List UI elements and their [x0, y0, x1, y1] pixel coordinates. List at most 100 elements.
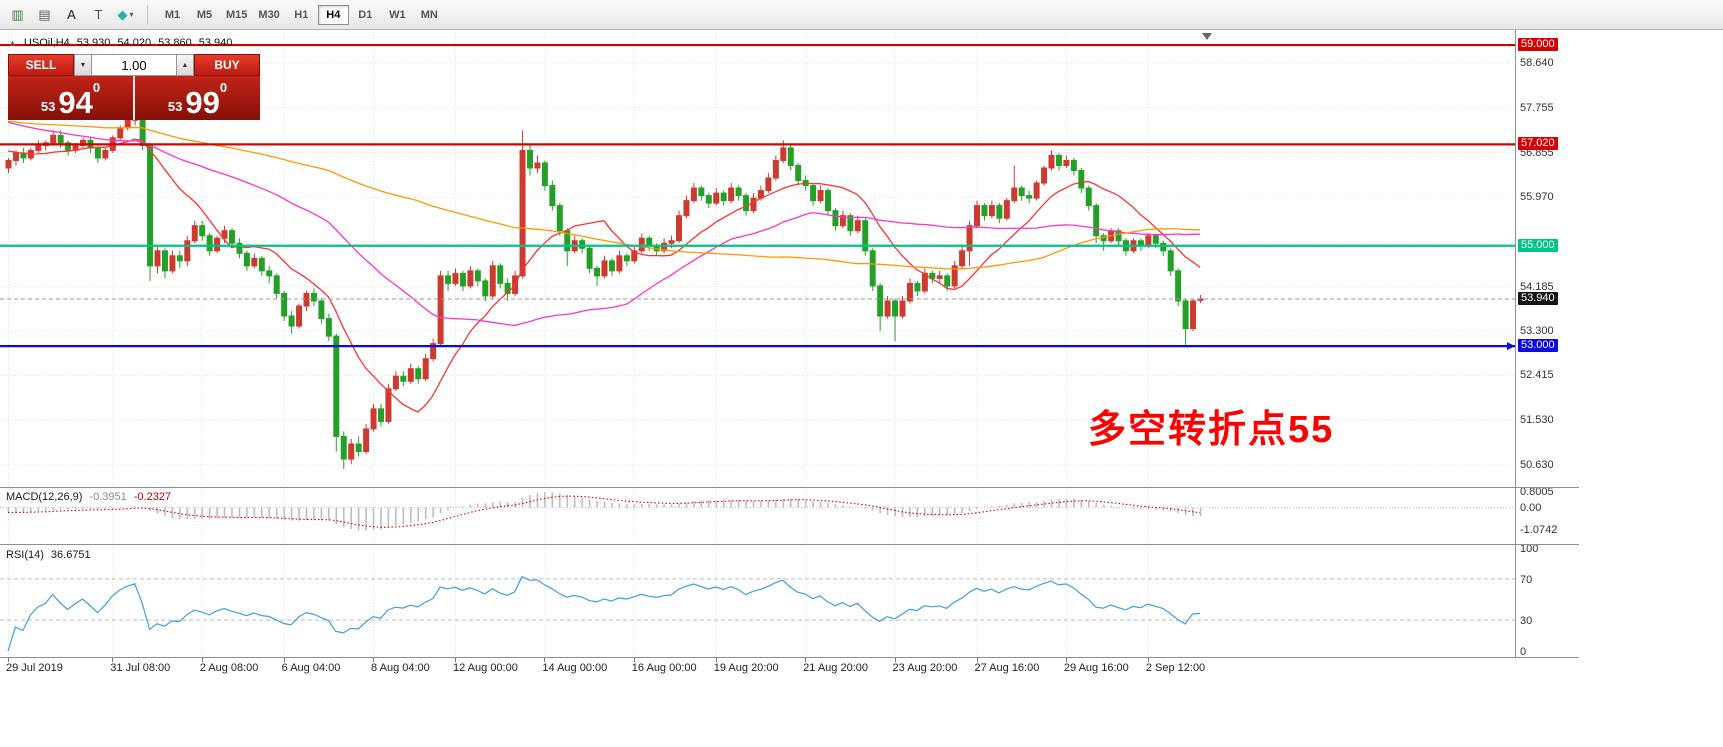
pane-separator[interactable]	[0, 544, 1579, 545]
time-axis[interactable]: 29 Jul 2019 31 Jul 08:00 2 Aug 08:00 6 Aug …	[0, 658, 1515, 680]
dropdown-arrow-icon: ▾	[129, 10, 134, 19]
sell-price-pips: 94	[58, 84, 93, 120]
new-chart-icon[interactable]: ▥	[5, 4, 30, 26]
candles	[5, 110, 1204, 470]
price-tick-label: 52.415	[1520, 369, 1554, 382]
time-label: 23 Aug 20:00	[892, 662, 958, 674]
timeframe-mn[interactable]: MN	[414, 5, 445, 25]
timeframe-m15[interactable]: M15	[221, 5, 252, 25]
volume-decrease-button[interactable]: ▼	[74, 54, 92, 76]
symbol-period-label: USOil,H4	[23, 37, 70, 49]
timeframe-w1[interactable]: W1	[382, 5, 413, 25]
time-tick	[112, 658, 114, 662]
time-label: 29 Jul 2019	[6, 662, 63, 674]
timeframe-m30[interactable]: M30	[253, 5, 284, 25]
volume-increase-button[interactable]: ▲	[176, 54, 194, 76]
price-tick-label: 57.755	[1520, 101, 1554, 114]
price-level-badge: 57.020	[1518, 137, 1558, 151]
macd-tick-label: 0.8005	[1520, 486, 1554, 499]
objects-icon: ◆	[117, 6, 128, 22]
ohlc-open: 53.930	[76, 37, 111, 49]
timeframe-m5[interactable]: M5	[189, 5, 220, 25]
time-tick	[201, 658, 203, 662]
ohlc-low: 53.860	[158, 37, 192, 49]
time-label: 12 Aug 00:00	[453, 662, 518, 674]
macd-main-value: -0.3951	[89, 491, 127, 503]
time-tick	[976, 658, 978, 662]
rsi-value: 36.6751	[50, 549, 91, 561]
textbox-icon: T	[94, 7, 103, 22]
one-click-trading-panel: SELL ▼ ▲ BUY 53 94 0 53 99 0	[8, 54, 260, 120]
time-tick	[633, 658, 635, 662]
time-tick	[283, 658, 285, 662]
time-label: 21 Aug 20:00	[803, 662, 868, 674]
time-label: 29 Aug 16:00	[1063, 662, 1129, 674]
time-tick	[8, 658, 9, 662]
price-tick-label: 54.185	[1520, 280, 1554, 293]
price-axis[interactable]: 58.640 57.755 56.855 55.970 54.185 53.300 52.4…	[1515, 30, 1580, 658]
macd-signal-value: -0.2327	[133, 491, 172, 503]
time-axis-line	[0, 657, 1579, 658]
timeframe-d1[interactable]: D1	[350, 5, 381, 25]
price-level-badge: 55.000	[1518, 238, 1558, 252]
buy-price-display[interactable]: 53 99 0	[135, 76, 260, 120]
time-tick	[455, 658, 456, 662]
time-tick	[894, 658, 896, 662]
price-tick-label: 50.630	[1520, 459, 1554, 472]
rsi-label: RSI(14) 36.6751	[6, 549, 91, 561]
time-label: 16 Aug 00:00	[631, 662, 697, 674]
price-tick-label: 58.640	[1520, 57, 1554, 70]
new-chart-icon: ▥	[11, 6, 24, 22]
volume-input[interactable]	[92, 54, 176, 76]
textbox-icon[interactable]: T	[86, 4, 111, 26]
buy-price-whole: 53	[167, 99, 183, 114]
time-label: 14 Aug 00:00	[542, 662, 608, 674]
timeframe-button-group: M1 M5 M15 M30 H1 H4 D1 W1 MN	[157, 4, 445, 25]
timeframe-h4[interactable]: H4	[317, 4, 349, 25]
sell-button[interactable]: SELL	[8, 54, 74, 76]
price-tick-label: 53.300	[1520, 325, 1554, 338]
chart-shift-marker-icon[interactable]	[1202, 33, 1212, 40]
time-label: 31 Jul 08:00	[110, 662, 171, 674]
time-label: 19 Aug 20:00	[713, 662, 779, 674]
time-tick	[1065, 658, 1067, 662]
rsi-line	[7, 575, 1201, 652]
price-tick-label: 51.530	[1520, 413, 1554, 426]
time-label: 27 Aug 16:00	[974, 662, 1040, 674]
rsi-canvas[interactable]	[0, 546, 1515, 656]
time-tick	[373, 658, 375, 662]
rsi-tick-label: 0	[1520, 646, 1527, 658]
sell-price-point: 0	[92, 80, 101, 95]
objects-icon[interactable]: ◆ ▾	[113, 4, 138, 26]
time-tick	[805, 658, 807, 662]
buy-price-point: 0	[219, 80, 228, 95]
sell-price-display[interactable]: 53 94 0	[8, 76, 133, 120]
sell-price-whole: 53	[40, 99, 56, 114]
macd-canvas[interactable]	[0, 489, 1515, 543]
time-tick	[715, 658, 717, 662]
subwindow-arrow-icon[interactable]: ▲	[8, 38, 17, 48]
macd-label: MACD(12,26,9) -0.3951 -0.2327	[6, 491, 172, 503]
ohlc-high: 54.020	[117, 37, 152, 49]
buy-button[interactable]: BUY	[194, 54, 260, 76]
annotation-a-icon: A	[67, 7, 76, 22]
time-label: 8 Aug 04:00	[371, 662, 430, 674]
profiles-icon: ▤	[38, 6, 51, 22]
toolbar-icon-group: ▥ ▤ A T ◆ ▾	[5, 4, 138, 26]
pane-separator[interactable]	[0, 487, 1579, 488]
time-label: 2 Sep 12:00	[1145, 662, 1206, 674]
chart-symbol-ohlc: ▲ USOil,H4 53.930 54.020 53.860 53.940	[8, 37, 232, 49]
price-divider	[133, 76, 135, 120]
annotation-a-icon[interactable]: A	[59, 4, 84, 26]
timeframe-m1[interactable]: M1	[157, 5, 188, 25]
time-tick	[1147, 658, 1149, 662]
buy-price-pips: 99	[185, 84, 220, 120]
medium-ma	[7, 121, 1201, 327]
down-arrow-icon: ▼	[79, 61, 87, 69]
profiles-icon[interactable]: ▤	[32, 4, 57, 26]
last-price-badge: 53.940	[1518, 291, 1558, 305]
timeframe-h1[interactable]: H1	[286, 5, 317, 25]
price-level-badge: 59.000	[1518, 38, 1558, 52]
time-label: 2 Aug 08:00	[199, 662, 259, 674]
